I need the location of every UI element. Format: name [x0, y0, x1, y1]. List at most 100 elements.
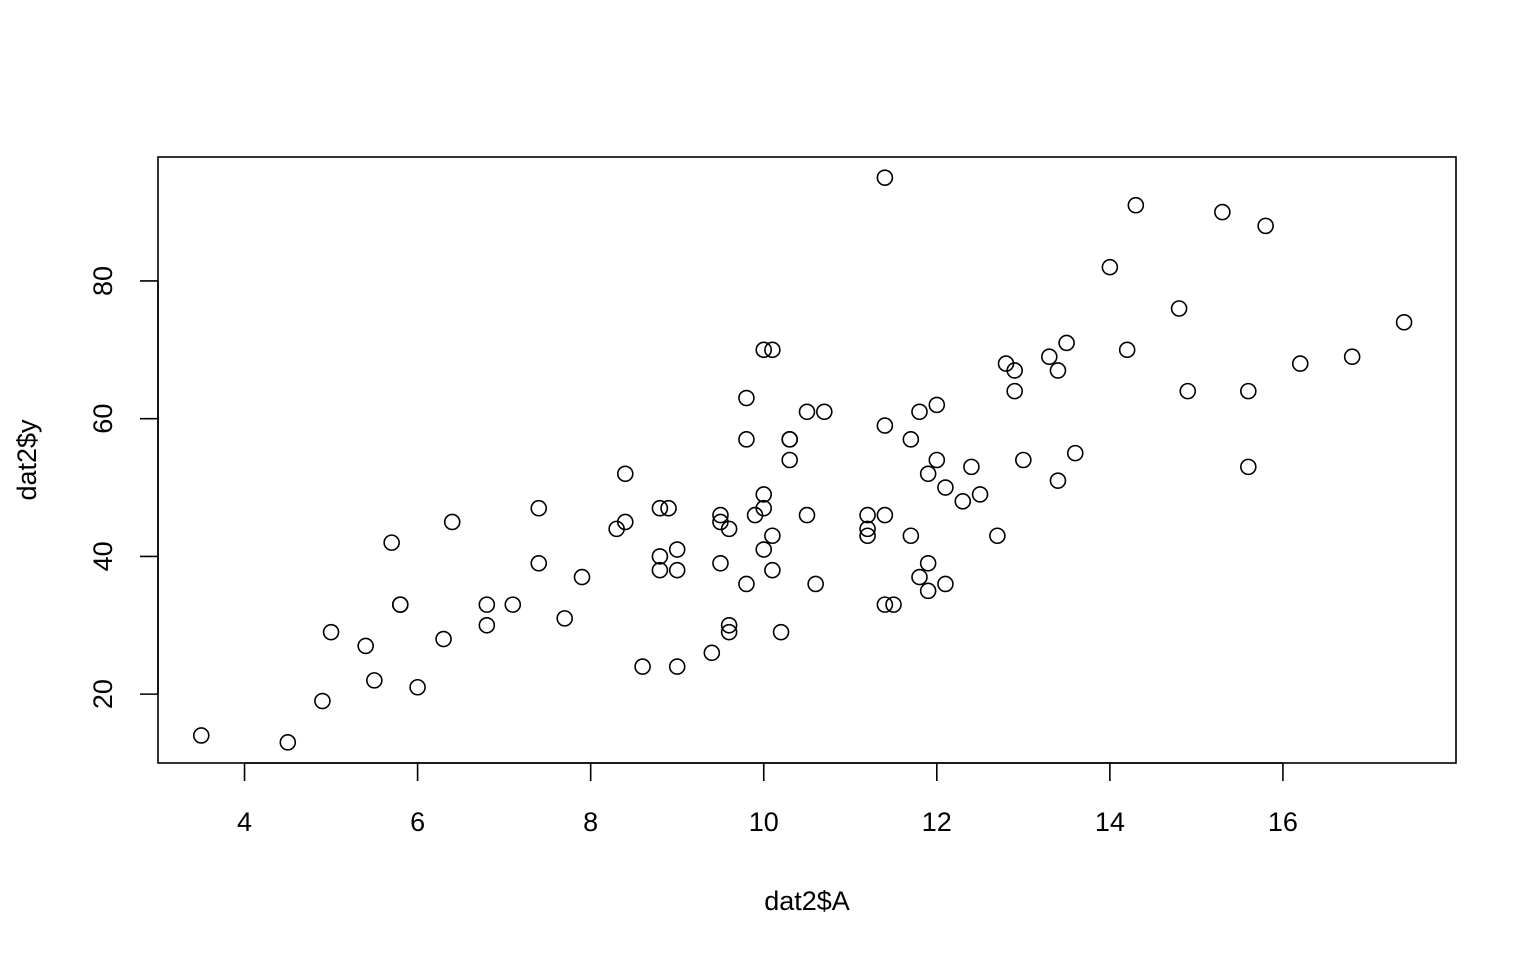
data-point	[902, 431, 920, 448]
data-point	[919, 582, 937, 600]
data-point	[668, 658, 686, 675]
data-point	[1015, 451, 1032, 469]
plot-frame	[157, 156, 1457, 764]
y-tick-label: 40	[88, 541, 118, 571]
data-point	[738, 431, 755, 448]
x-tick-label: 10	[749, 807, 779, 837]
data-point	[738, 389, 755, 407]
data-point	[504, 596, 522, 613]
x-axis: 4 6 8 10 12 14 16	[237, 762, 1298, 837]
data-point	[616, 465, 634, 483]
data-point	[530, 499, 548, 517]
data-point	[1049, 472, 1067, 489]
data-point	[807, 575, 824, 593]
x-tick-label: 6	[410, 807, 425, 837]
x-tick-label: 12	[922, 807, 952, 837]
data-point	[314, 692, 331, 710]
data-points	[192, 169, 1413, 751]
data-point	[876, 506, 894, 524]
data-point	[1291, 355, 1309, 372]
x-tick-label: 4	[237, 807, 252, 837]
data-point	[919, 465, 937, 483]
data-point	[772, 623, 790, 641]
x-tick-label: 16	[1268, 807, 1298, 837]
data-point	[755, 486, 773, 503]
data-point	[651, 561, 669, 579]
data-point	[192, 727, 210, 744]
y-tick-label: 20	[88, 679, 118, 709]
data-point	[781, 431, 798, 448]
data-point	[720, 520, 738, 538]
data-point	[876, 596, 894, 613]
data-point	[720, 623, 738, 641]
data-point	[530, 554, 548, 572]
y-tick-label: 60	[88, 404, 118, 434]
data-point	[651, 499, 669, 517]
data-point	[928, 451, 946, 469]
x-axis-title: dat2$A	[764, 886, 850, 916]
data-point	[703, 644, 721, 662]
data-point	[954, 493, 972, 510]
data-point	[1006, 382, 1023, 400]
data-point	[616, 513, 634, 531]
data-point	[971, 486, 989, 503]
y-tick-label: 80	[88, 266, 118, 296]
data-point	[816, 403, 833, 421]
data-point	[1214, 203, 1231, 221]
data-point	[366, 672, 383, 689]
data-point	[963, 458, 980, 476]
data-point	[764, 341, 781, 359]
data-point	[798, 403, 816, 421]
data-point	[1006, 362, 1023, 379]
y-axis-title: dat2$y	[12, 419, 42, 501]
data-point	[391, 596, 409, 613]
data-point	[1040, 348, 1058, 366]
data-point	[322, 623, 340, 641]
data-point	[720, 616, 738, 634]
data-point	[1118, 341, 1136, 359]
data-point	[443, 513, 461, 531]
data-point	[478, 596, 496, 613]
data-point	[876, 169, 894, 186]
data-point	[781, 451, 798, 469]
data-point	[928, 396, 946, 414]
data-point	[755, 541, 773, 558]
data-point	[668, 541, 686, 558]
data-point	[859, 506, 876, 524]
data-point	[435, 630, 452, 648]
data-point	[1049, 362, 1067, 379]
y-axis: 20 40 60 80	[88, 266, 159, 709]
data-point	[1343, 348, 1361, 366]
data-point	[1257, 217, 1274, 235]
data-point	[859, 527, 876, 545]
data-point	[668, 561, 686, 579]
data-point	[712, 506, 729, 524]
data-point	[1179, 382, 1197, 400]
data-point	[876, 417, 894, 434]
data-point	[764, 561, 781, 579]
x-tick-label: 8	[583, 807, 598, 837]
data-point	[902, 527, 920, 545]
data-point	[409, 678, 426, 696]
data-point	[738, 575, 755, 593]
data-point	[1170, 300, 1188, 317]
data-point	[1101, 258, 1119, 276]
data-point	[478, 616, 496, 634]
x-tick-label: 14	[1095, 807, 1125, 837]
data-point	[660, 499, 677, 517]
data-point	[1127, 196, 1145, 214]
data-point	[1395, 313, 1413, 331]
data-point	[755, 499, 773, 517]
data-point	[764, 527, 781, 545]
data-point	[383, 534, 400, 551]
data-point	[556, 610, 574, 627]
data-point	[1066, 444, 1084, 462]
data-point	[357, 637, 374, 655]
data-point	[573, 568, 591, 586]
data-point	[651, 548, 669, 565]
data-point	[885, 596, 902, 613]
data-point	[1058, 334, 1075, 352]
data-point	[1240, 458, 1257, 476]
data-point	[989, 527, 1006, 545]
data-point	[798, 506, 816, 524]
